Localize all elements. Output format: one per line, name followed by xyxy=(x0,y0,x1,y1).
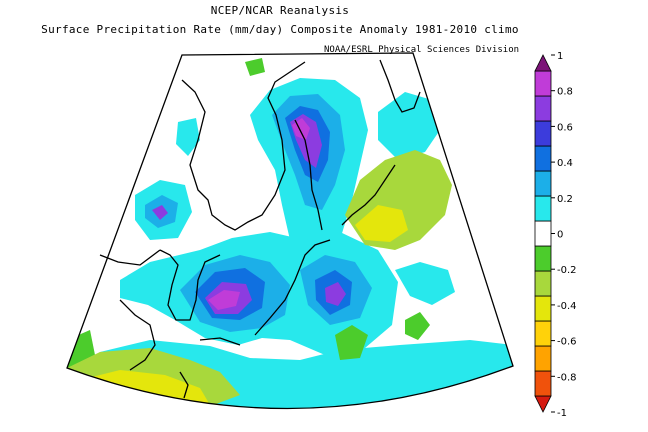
purple-region-west xyxy=(152,205,168,220)
colorbar-tick-label: 0.4 xyxy=(557,158,573,169)
credit-text: NOAA/ESRL Physical Sciences Division xyxy=(324,45,520,55)
colorbar-band xyxy=(534,370,552,397)
colorbar-band xyxy=(534,270,552,297)
colorbar-band xyxy=(534,120,552,147)
colorbar-tick-label: 0.6 xyxy=(557,122,573,133)
asia-coastline xyxy=(181,61,306,231)
colorbar-band xyxy=(534,220,552,247)
green-region-bottom-center xyxy=(335,325,368,360)
coastlines xyxy=(99,59,421,399)
colorbar-band xyxy=(534,345,552,372)
map-border xyxy=(66,52,514,410)
colorbar-band xyxy=(534,95,552,122)
colorbar-tick-label: 0 xyxy=(557,230,563,241)
japan-coastline xyxy=(199,239,331,346)
colorbar-tick-label: 1 xyxy=(557,51,563,62)
cyan-region-ne xyxy=(395,262,455,305)
yellowgreen-region-east xyxy=(355,205,408,242)
colorbar-tick-label: -0.8 xyxy=(557,372,577,383)
china-coastline xyxy=(99,249,161,371)
colorbar-band xyxy=(534,295,552,322)
kamchatka-coastline xyxy=(379,59,421,113)
colorbar-tick-label: 0.8 xyxy=(557,87,573,98)
colorbar-tick-label: -0.6 xyxy=(557,337,577,348)
colorbar-band xyxy=(534,195,552,222)
kuril-islands xyxy=(341,164,396,226)
colorbar-bands xyxy=(534,54,552,413)
map-title: NCEP/NCAR Reanalysis xyxy=(210,4,350,17)
green-region-right xyxy=(405,312,430,340)
colorbar-tick-label: 0.2 xyxy=(557,194,573,205)
korea-coastline xyxy=(159,249,221,321)
cyan-region-top xyxy=(176,118,200,156)
map-subtitle: Surface Precipitation Rate (mm/day) Comp… xyxy=(41,23,519,36)
colorbar-tick-label: -0.4 xyxy=(557,301,577,312)
green-region-top xyxy=(245,58,265,76)
colorbar-tick-label: -1 xyxy=(557,408,567,419)
colorbar-band xyxy=(534,145,552,172)
purple-region-east xyxy=(325,282,346,306)
colorbar-band xyxy=(534,245,552,272)
colorbar-band xyxy=(534,170,552,197)
colorbar-band xyxy=(534,70,552,97)
colorbar-band xyxy=(534,54,552,72)
colorbar-ticks: 1 0.8 0.6 0.4 0.2 0 -0.2 -0.4 -0.6 -0.8 -1 xyxy=(551,51,577,419)
cyan-region-east xyxy=(378,92,440,160)
magenta-region-central xyxy=(208,290,240,310)
taiwan-coastline xyxy=(179,371,189,399)
sakhalin-coastline xyxy=(294,119,323,231)
colorbar-band xyxy=(534,320,552,347)
colorbar-band xyxy=(534,395,552,413)
colorbar-tick-label: -0.2 xyxy=(557,265,577,276)
